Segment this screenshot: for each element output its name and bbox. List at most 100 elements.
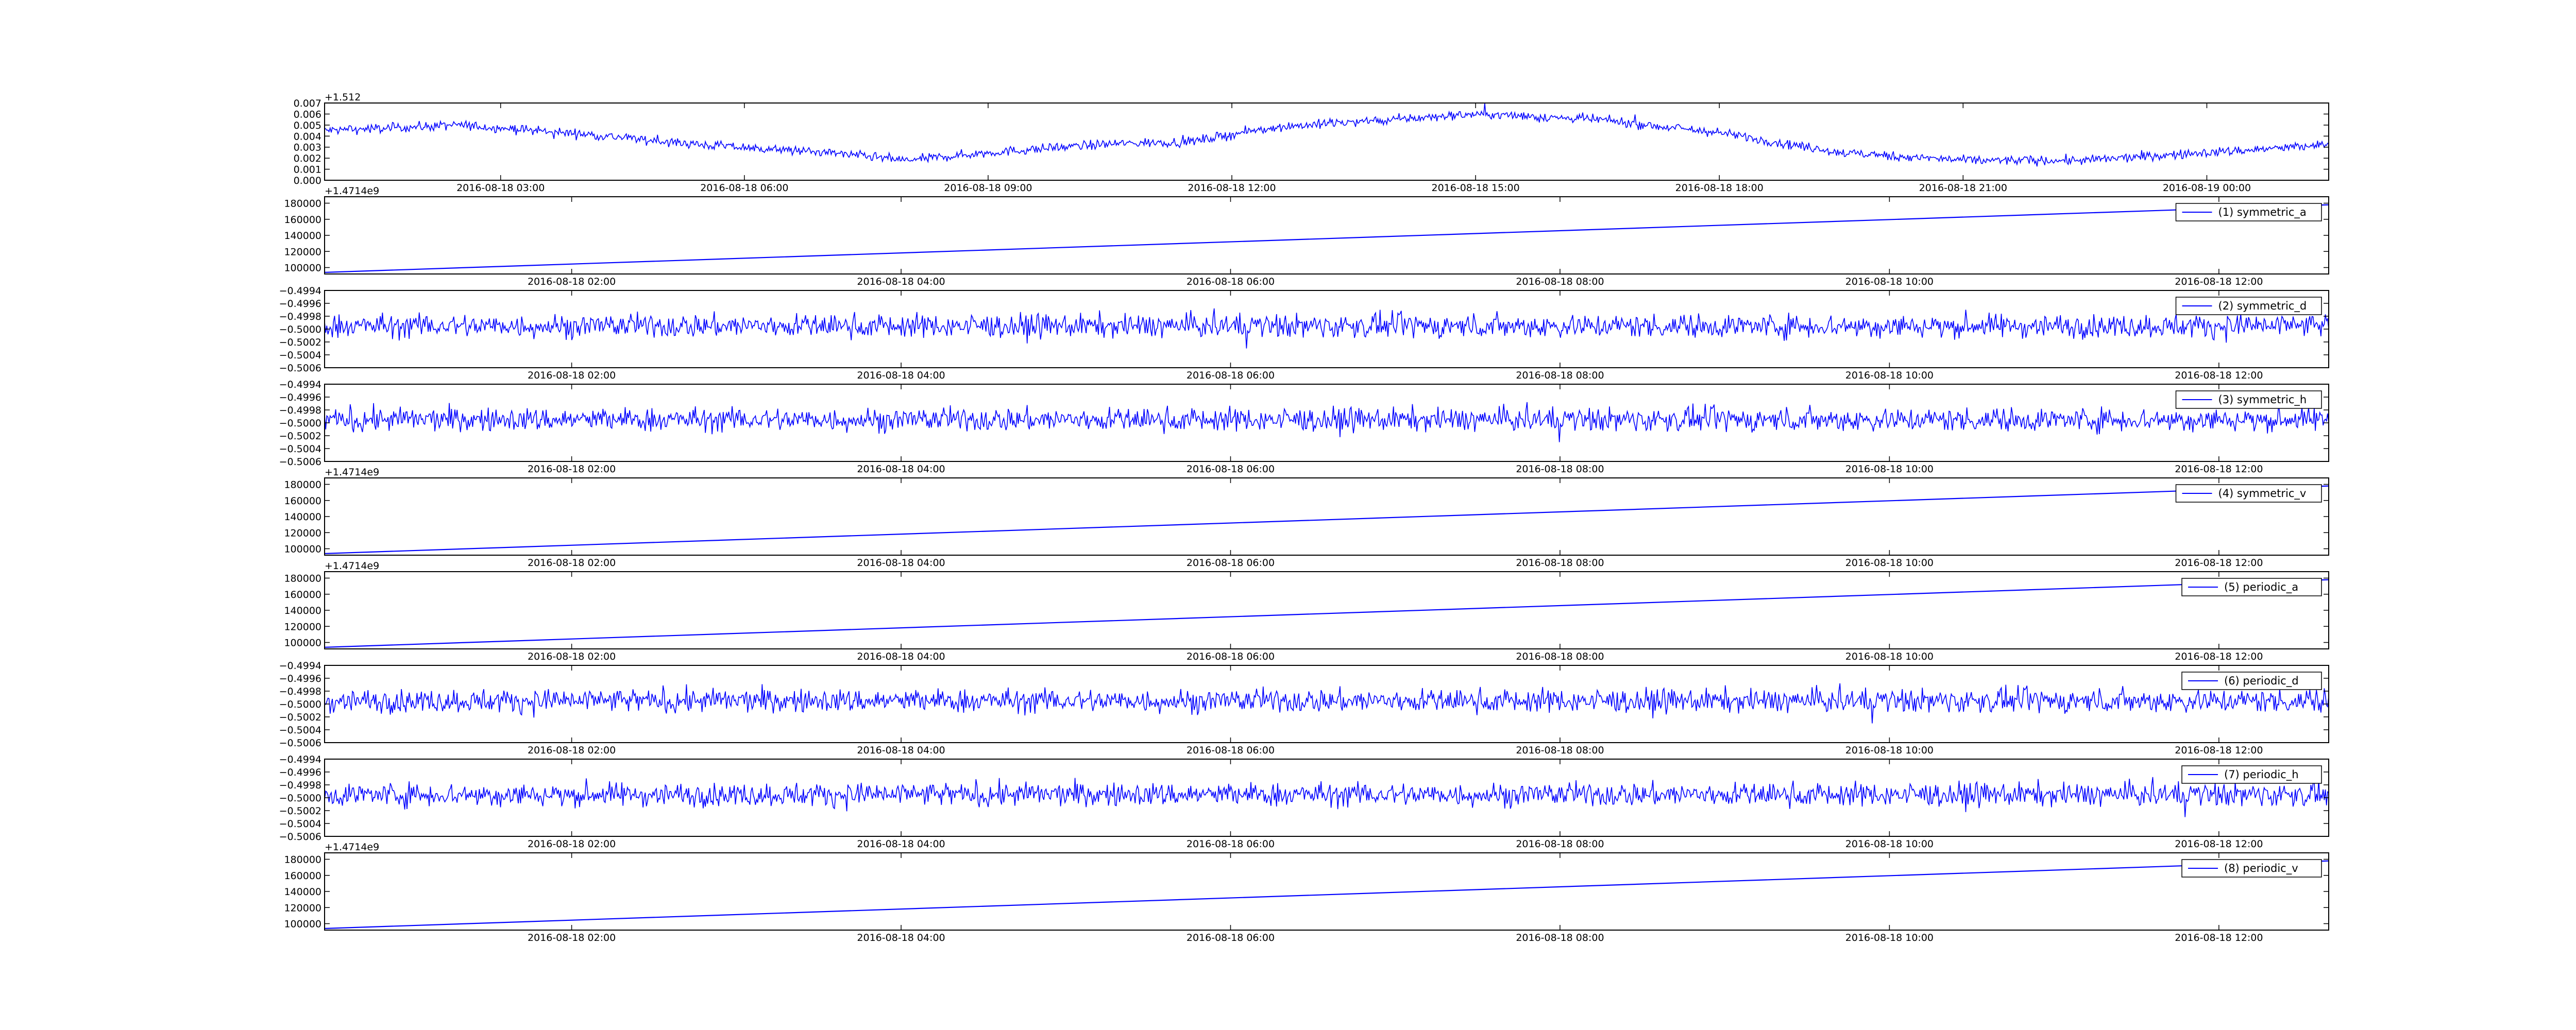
x-tick-label: 2016-08-18 06:00 (1187, 370, 1275, 381)
x-tick-label: 2016-08-18 02:00 (528, 651, 616, 662)
y-tick-label: 140000 (284, 605, 321, 616)
y-tick-label: 140000 (284, 511, 321, 523)
y-tick-label: −0.5000 (279, 699, 321, 710)
legend-label: (7) periodic_h (2224, 768, 2299, 781)
y-tick-label: 160000 (284, 214, 321, 226)
x-tick-label: 2016-08-18 08:00 (1516, 651, 1604, 662)
x-tick-label: 2016-08-18 04:00 (857, 745, 945, 756)
x-tick-label: 2016-08-18 10:00 (1845, 464, 1934, 475)
legend: (7) periodic_h (2181, 765, 2322, 784)
x-tick-label: 2016-08-18 04:00 (857, 557, 945, 569)
y-tick-label: −0.5006 (279, 737, 321, 749)
legend: (8) periodic_v (2181, 859, 2322, 878)
y-tick-label: 140000 (284, 886, 321, 898)
x-tick-label: 2016-08-18 02:00 (528, 745, 616, 756)
axes-frame (324, 102, 2329, 181)
x-tick-label: 2016-08-18 04:00 (857, 932, 945, 943)
y-tick-label: 0.001 (294, 164, 321, 176)
y-tick-label: 160000 (284, 870, 321, 882)
x-tick-label: 2016-08-18 12:00 (2175, 932, 2263, 943)
y-tick-label: −0.4998 (279, 405, 321, 416)
x-tick-label: 2016-08-18 10:00 (1845, 370, 1934, 381)
y-tick-label: 0.005 (294, 120, 321, 131)
series-line-7-1 (325, 683, 2329, 724)
x-tick-label: 2016-08-18 12:00 (1188, 182, 1276, 194)
series-line-6-1 (325, 579, 2329, 648)
y-tick-label: 0.002 (294, 153, 321, 164)
x-tick-label: 2016-08-18 10:00 (1845, 932, 1934, 943)
x-tick-label: 2016-08-18 18:00 (1675, 182, 1764, 194)
chart-panel-6: 100000 120000 140000 160000 180000 2016-08-18… (284, 560, 2329, 662)
y-tick-label: −0.4996 (279, 673, 321, 684)
x-tick-label: 2016-08-18 12:00 (2175, 464, 2263, 475)
y-tick-label: 0.000 (294, 175, 321, 186)
x-tick-label: 2016-08-18 04:00 (857, 276, 945, 287)
x-tick-label: 2016-08-19 00:00 (2163, 182, 2251, 194)
legend-label: (5) periodic_a (2224, 581, 2298, 594)
legend-label: (1) symmetric_a (2218, 206, 2307, 219)
legend-label: (4) symmetric_v (2218, 487, 2307, 500)
y-tick-label: 180000 (284, 854, 321, 866)
y-tick-label: −0.5006 (279, 363, 321, 374)
x-tick-label: 2016-08-18 06:00 (1187, 557, 1275, 569)
series-line-9-1 (325, 860, 2329, 929)
x-tick-label: 2016-08-18 02:00 (528, 276, 616, 287)
series-line-1-1 (325, 103, 2329, 167)
y-tick-label: 140000 (284, 230, 321, 242)
y-tick-label: −0.5004 (279, 443, 321, 455)
axis-offset-text: +1.4714e9 (325, 842, 379, 853)
chart-panel-2: 100000 120000 140000 160000 180000 2016-08-18… (284, 185, 2329, 287)
x-tick-label: 2016-08-18 08:00 (1516, 932, 1604, 943)
y-tick-label: 160000 (284, 589, 321, 600)
series-line-4-1 (325, 402, 2329, 442)
series-line-5-1 (325, 485, 2329, 554)
x-tick-label: 2016-08-18 12:00 (2175, 651, 2263, 662)
legend-label: (6) periodic_d (2224, 675, 2299, 688)
legend-label: (2) symmetric_d (2218, 300, 2307, 313)
chart-panel-4: −0.4994−0.4996−0.4998−0.5000−0.5002−0.50… (279, 379, 2329, 475)
x-tick-label: 2016-08-18 12:00 (2175, 745, 2263, 756)
y-tick-label: −0.4994 (279, 285, 321, 297)
x-tick-label: 2016-08-18 10:00 (1845, 276, 1934, 287)
x-tick-label: 2016-08-18 03:00 (456, 182, 545, 194)
legend-label: (3) symmetric_h (2218, 393, 2307, 406)
axes-frame (324, 384, 2329, 462)
legend-label: (8) periodic_v (2224, 862, 2298, 875)
x-tick-label: 2016-08-18 06:00 (1187, 932, 1275, 943)
y-tick-label: −0.5002 (279, 431, 321, 442)
y-tick-label: −0.4998 (279, 311, 321, 322)
legend: (4) symmetric_v (2175, 484, 2322, 503)
y-tick-label: −0.4996 (279, 767, 321, 778)
y-tick-label: −0.5000 (279, 793, 321, 804)
x-tick-label: 2016-08-18 12:00 (2175, 557, 2263, 569)
x-tick-label: 2016-08-18 06:00 (1187, 276, 1275, 287)
x-tick-label: 2016-08-18 06:00 (1187, 838, 1275, 850)
legend: (3) symmetric_h (2175, 390, 2322, 409)
chart-panel-8: −0.4994−0.4996−0.4998−0.5000−0.5002−0.50… (279, 754, 2329, 850)
axis-offset-text: +1.4714e9 (325, 560, 379, 572)
legend-box (2175, 203, 2322, 221)
x-tick-label: 2016-08-18 02:00 (528, 838, 616, 850)
x-tick-label: 2016-08-18 04:00 (857, 651, 945, 662)
x-tick-label: 2016-08-18 04:00 (857, 370, 945, 381)
x-tick-label: 2016-08-18 02:00 (528, 370, 616, 381)
y-tick-label: 0.003 (294, 142, 321, 153)
x-tick-label: 2016-08-18 02:00 (528, 557, 616, 569)
x-tick-label: 2016-08-18 08:00 (1516, 557, 1604, 569)
chart-panel-7: −0.4994−0.4996 −0.4998 −0.5000 −0.5002 −0.50… (279, 660, 2329, 756)
y-tick-label: −0.5002 (279, 712, 321, 723)
x-tick-label: 2016-08-18 12:00 (2175, 370, 2263, 381)
y-tick-label: 100000 (284, 544, 321, 555)
legend: (6) periodic_d (2181, 672, 2322, 690)
y-tick-label: 100000 (284, 638, 321, 649)
y-tick-label: 180000 (284, 479, 321, 491)
legend: (1) symmetric_a (2175, 203, 2322, 221)
series-line-8-1 (325, 777, 2329, 817)
x-tick-label: 2016-08-18 12:00 (2175, 276, 2263, 287)
x-tick-label: 2016-08-18 08:00 (1516, 370, 1604, 381)
y-tick-label: −0.5004 (279, 818, 321, 830)
y-tick-label: 0.006 (294, 109, 321, 120)
y-tick-label: −0.4996 (279, 392, 321, 403)
x-tick-label: 2016-08-18 04:00 (857, 838, 945, 850)
